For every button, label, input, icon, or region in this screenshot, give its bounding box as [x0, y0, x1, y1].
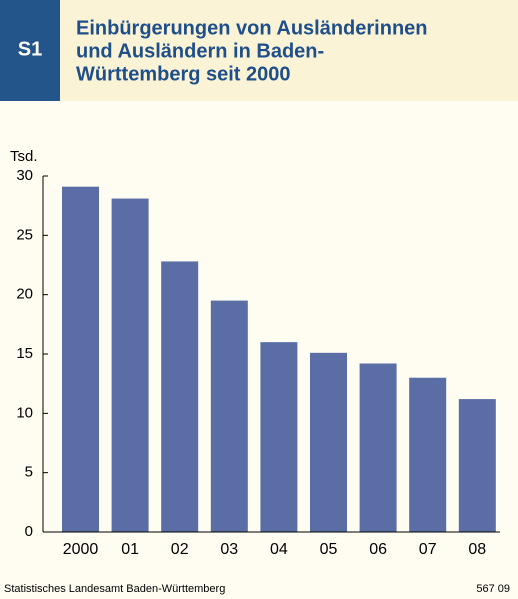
y-tick-label: 20 — [16, 286, 33, 303]
y-tick-label: 30 — [16, 167, 33, 184]
x-tick-label: 02 — [171, 541, 189, 558]
code: 567 09 — [476, 583, 510, 595]
chart-title: Einbürgerungen von Ausländerinnen — [76, 17, 428, 39]
bar — [62, 186, 99, 532]
chart-title: und Ausländern in Baden- — [76, 40, 324, 62]
bar — [210, 300, 248, 532]
x-tick-label: 06 — [369, 541, 387, 558]
bar — [359, 363, 397, 532]
bar — [111, 198, 149, 532]
y-tick-label: 5 — [25, 464, 33, 481]
bar — [409, 377, 447, 532]
chart-title: Württemberg seit 2000 — [76, 63, 291, 85]
x-tick-label: 05 — [320, 541, 338, 558]
y-tick-label: 10 — [16, 404, 33, 421]
bar — [161, 261, 199, 532]
header-band — [60, 0, 518, 101]
x-tick-label: 2000 — [63, 541, 99, 558]
x-tick-label: 08 — [468, 541, 486, 558]
bar — [458, 399, 496, 532]
x-tick-label: 07 — [419, 541, 437, 558]
chart-label: S1 — [18, 38, 42, 60]
x-tick-label: 03 — [220, 541, 238, 558]
source: Statistisches Landesamt Baden-Württember… — [4, 583, 225, 595]
bar — [310, 352, 347, 532]
x-tick-label: 01 — [121, 541, 139, 558]
y-tick-label: 25 — [16, 226, 33, 243]
x-tick-label: 04 — [270, 541, 288, 558]
y-unit: Tsd. — [10, 148, 38, 165]
y-tick-label: 0 — [25, 523, 33, 540]
label-box — [0, 0, 60, 101]
y-tick-label: 15 — [16, 345, 33, 362]
bar — [260, 342, 298, 532]
